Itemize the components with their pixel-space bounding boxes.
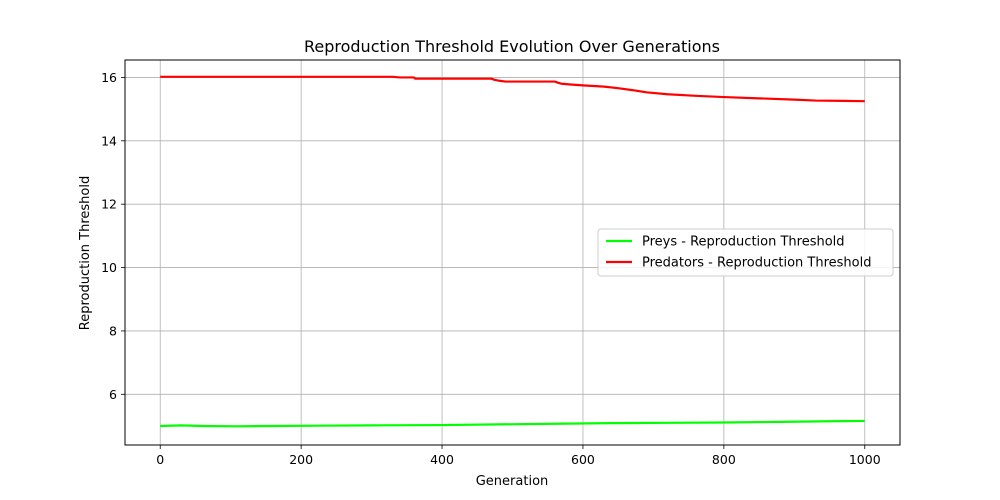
y-tick: 12 bbox=[101, 197, 125, 212]
chart-title: Reproduction Threshold Evolution Over Ge… bbox=[304, 37, 720, 56]
y-tick-label: 14 bbox=[101, 133, 117, 148]
y-tick-label: 12 bbox=[101, 197, 117, 212]
x-tick-label: 600 bbox=[571, 452, 595, 467]
y-tick: 8 bbox=[109, 323, 125, 338]
y-tick-label: 10 bbox=[101, 260, 117, 275]
legend-label: Predators - Reproduction Threshold bbox=[642, 256, 871, 271]
x-tick-label: 400 bbox=[430, 452, 454, 467]
y-tick: 10 bbox=[101, 260, 125, 275]
series-line-1 bbox=[160, 75, 865, 103]
x-tick-label: 1000 bbox=[849, 452, 881, 467]
x-axis-label: Generation bbox=[476, 474, 549, 489]
series-layer bbox=[160, 75, 865, 428]
y-tick: 16 bbox=[101, 70, 125, 85]
x-tick: 1000 bbox=[849, 445, 881, 467]
legend-item: Preys - Reproduction Threshold bbox=[606, 235, 845, 250]
y-axis: 6 8 10 12 14 16 bbox=[101, 70, 125, 402]
plot-frame bbox=[124, 59, 901, 446]
x-tick-label: 200 bbox=[289, 452, 313, 467]
x-tick: 400 bbox=[430, 445, 454, 467]
y-tick: 14 bbox=[101, 133, 125, 148]
x-tick: 200 bbox=[289, 445, 313, 467]
x-axis: 0 200 400 600 800 1000 bbox=[156, 445, 881, 467]
legend: Preys - Reproduction Threshold Predators … bbox=[597, 228, 894, 277]
x-tick: 800 bbox=[712, 445, 736, 467]
x-tick-label: 800 bbox=[712, 452, 736, 467]
x-tick-label: 0 bbox=[156, 452, 164, 467]
y-axis-label: Reproduction Threshold bbox=[78, 176, 93, 330]
legend-item: Predators - Reproduction Threshold bbox=[606, 256, 871, 271]
series-line-0 bbox=[160, 419, 865, 428]
y-tick-label: 8 bbox=[109, 323, 117, 338]
x-tick: 600 bbox=[571, 445, 595, 467]
x-tick: 0 bbox=[156, 445, 164, 467]
y-tick-label: 6 bbox=[109, 387, 117, 402]
y-tick: 6 bbox=[109, 387, 125, 402]
legend-box bbox=[597, 228, 894, 277]
legend-label: Preys - Reproduction Threshold bbox=[642, 235, 845, 250]
y-tick-label: 16 bbox=[101, 70, 117, 85]
